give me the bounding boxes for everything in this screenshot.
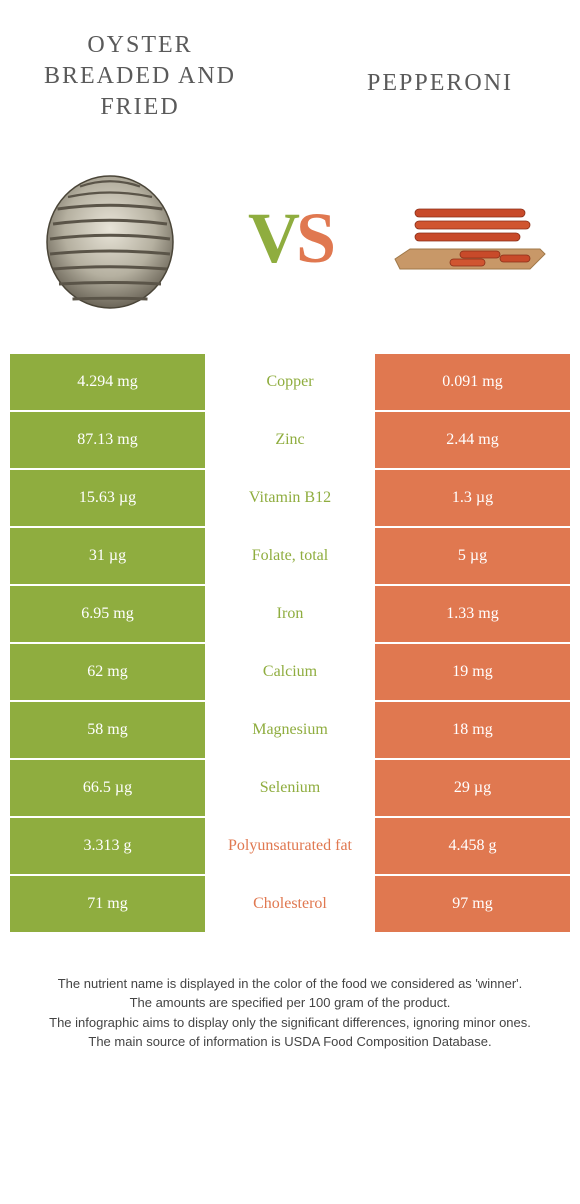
value-left: 66.5 µg (10, 760, 205, 816)
table-row: 66.5 µgSelenium29 µg (10, 760, 570, 816)
nutrient-label: Zinc (205, 412, 375, 468)
table-row: 87.13 mgZinc2.44 mg (10, 412, 570, 468)
footer-line-1: The nutrient name is displayed in the co… (30, 974, 550, 994)
nutrient-label: Iron (205, 586, 375, 642)
value-left: 71 mg (10, 876, 205, 932)
value-left: 31 µg (10, 528, 205, 584)
title-left: Oyster breaded and fried (40, 30, 240, 124)
value-right: 2.44 mg (375, 412, 570, 468)
value-right: 29 µg (375, 760, 570, 816)
value-right: 4.458 g (375, 818, 570, 874)
footer-line-3: The infographic aims to display only the… (30, 1013, 550, 1033)
nutrient-label: Magnesium (205, 702, 375, 758)
nutrient-label: Calcium (205, 644, 375, 700)
table-row: 4.294 mgCopper0.091 mg (10, 354, 570, 410)
table-row: 3.313 gPolyunsaturated fat4.458 g (10, 818, 570, 874)
value-left: 4.294 mg (10, 354, 205, 410)
oyster-icon (35, 164, 185, 314)
vs-label: VS (248, 197, 332, 280)
value-right: 1.3 µg (375, 470, 570, 526)
nutrient-label: Copper (205, 354, 375, 410)
value-right: 19 mg (375, 644, 570, 700)
value-right: 18 mg (375, 702, 570, 758)
pepperoni-image (390, 159, 550, 319)
value-left: 62 mg (10, 644, 205, 700)
value-right: 1.33 mg (375, 586, 570, 642)
value-right: 97 mg (375, 876, 570, 932)
value-left: 3.313 g (10, 818, 205, 874)
table-row: 71 mgCholesterol97 mg (10, 876, 570, 932)
table-row: 58 mgMagnesium18 mg (10, 702, 570, 758)
value-left: 6.95 mg (10, 586, 205, 642)
value-right: 0.091 mg (375, 354, 570, 410)
vs-s: S (296, 198, 332, 278)
value-left: 58 mg (10, 702, 205, 758)
title-right: Pepperoni (340, 70, 540, 97)
nutrient-label: Selenium (205, 760, 375, 816)
value-right: 5 µg (375, 528, 570, 584)
footer-line-4: The main source of information is USDA F… (30, 1032, 550, 1052)
footer-line-2: The amounts are specified per 100 gram o… (30, 993, 550, 1013)
nutrient-table: 4.294 mgCopper0.091 mg87.13 mgZinc2.44 m… (0, 354, 580, 932)
footer-notes: The nutrient name is displayed in the co… (0, 934, 580, 1052)
nutrient-label: Vitamin B12 (205, 470, 375, 526)
table-row: 62 mgCalcium19 mg (10, 644, 570, 700)
value-left: 15.63 µg (10, 470, 205, 526)
oyster-image (30, 159, 190, 319)
nutrient-label: Folate, total (205, 528, 375, 584)
table-row: 6.95 mgIron1.33 mg (10, 586, 570, 642)
header: Oyster breaded and fried Pepperoni (0, 0, 580, 134)
vs-v: V (248, 198, 296, 278)
pepperoni-icon (390, 179, 550, 299)
value-left: 87.13 mg (10, 412, 205, 468)
table-row: 15.63 µgVitamin B121.3 µg (10, 470, 570, 526)
table-row: 31 µgFolate, total5 µg (10, 528, 570, 584)
nutrient-label: Cholesterol (205, 876, 375, 932)
nutrient-label: Polyunsaturated fat (205, 818, 375, 874)
images-row: VS (0, 134, 580, 354)
